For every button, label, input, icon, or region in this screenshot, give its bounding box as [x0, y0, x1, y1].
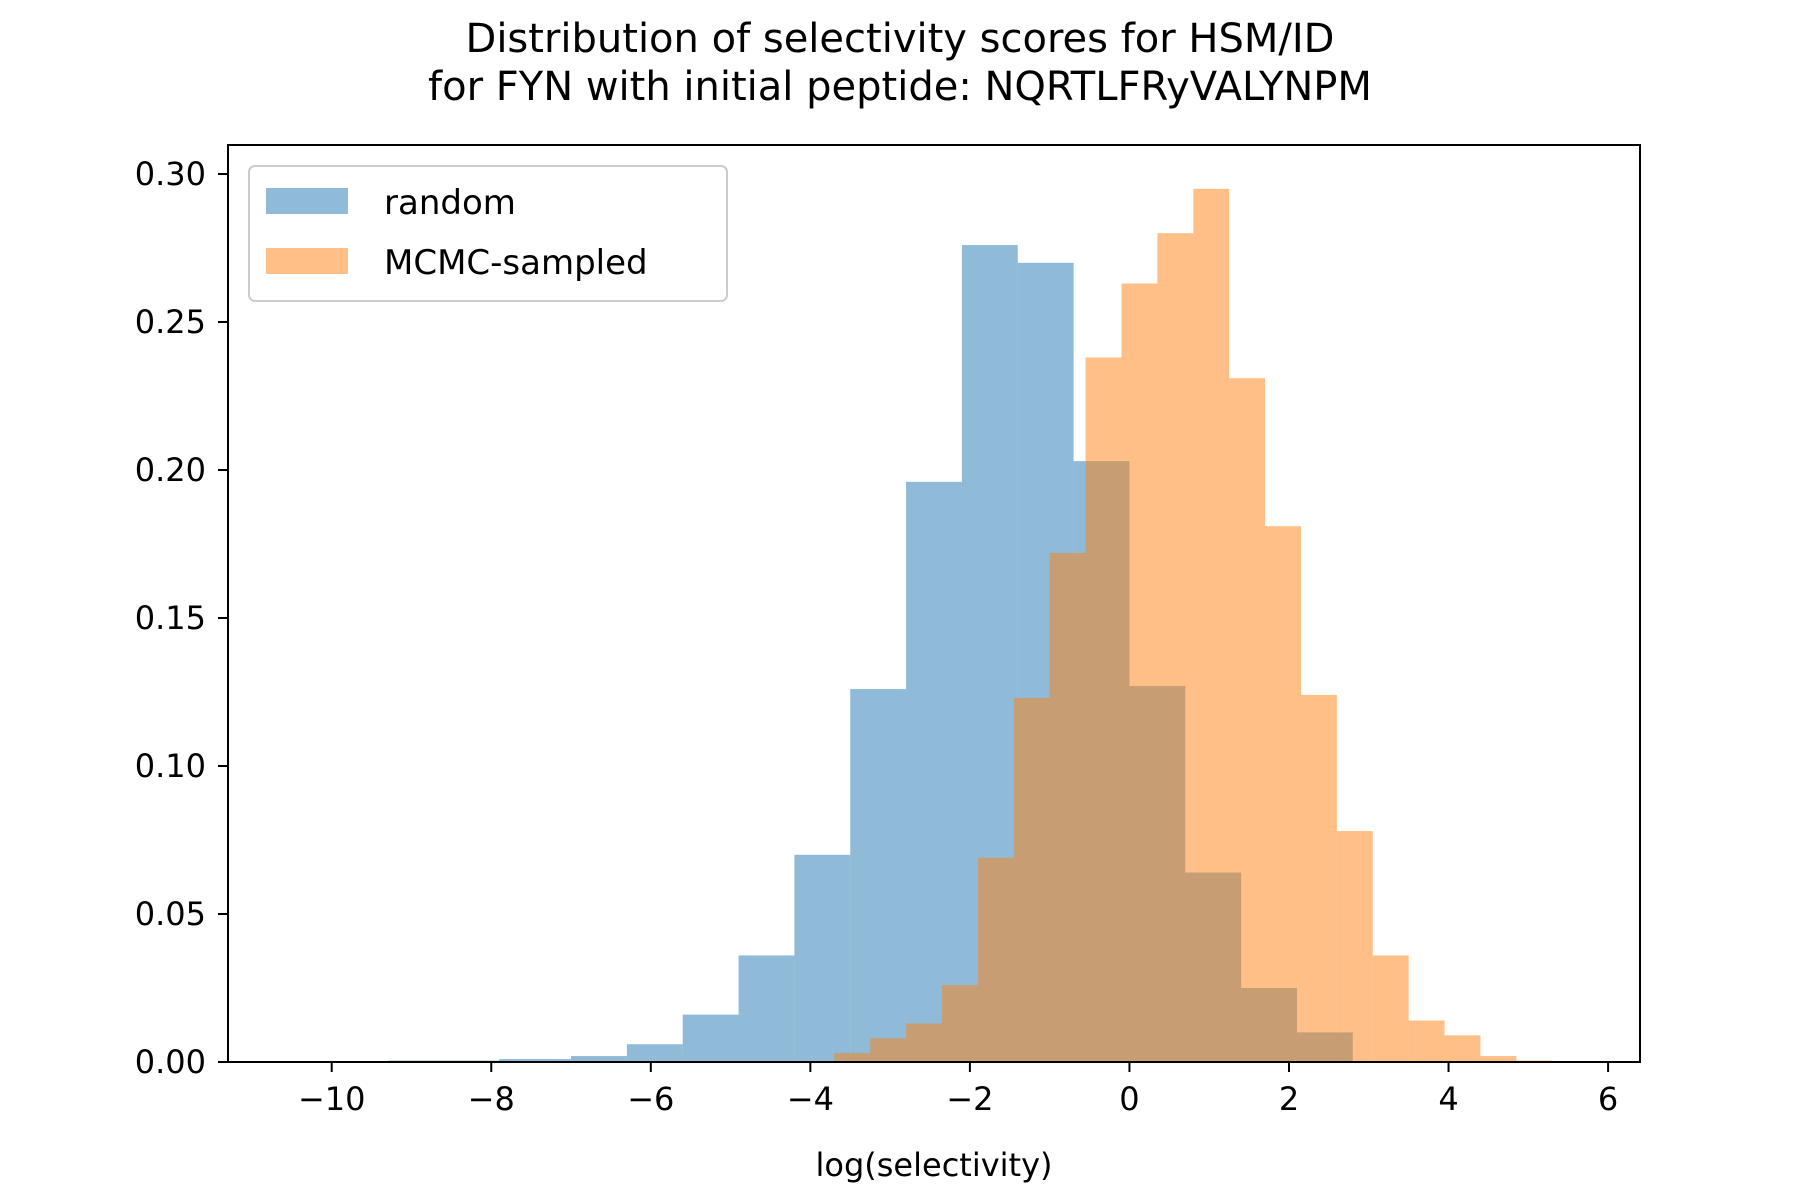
- bar-mcmc-sampled-8: [1121, 283, 1158, 1062]
- y-tick-label: 0.15: [135, 599, 206, 637]
- bar-mcmc-sampled-16: [1408, 1020, 1445, 1062]
- bar-mcmc-sampled-4: [977, 857, 1014, 1062]
- bar-mcmc-sampled-7: [1085, 357, 1122, 1062]
- bar-mcmc-sampled-12: [1265, 526, 1301, 1062]
- bar-random-4: [571, 1056, 627, 1062]
- bar-mcmc-sampled-11: [1229, 378, 1266, 1062]
- bar-mcmc-sampled-15: [1372, 955, 1409, 1062]
- y-tick-label: 0.20: [135, 451, 206, 489]
- chart-title-line-1: Distribution of selectivity scores for H…: [465, 16, 1335, 62]
- bar-random-3: [499, 1059, 572, 1062]
- bar-random-7: [738, 955, 795, 1062]
- bar-mcmc-sampled-9: [1157, 233, 1194, 1062]
- y-tick-label: 0.10: [135, 747, 206, 785]
- bar-mcmc-sampled-14: [1336, 831, 1373, 1062]
- legend-box: [248, 165, 728, 302]
- ticks-layer: −10 −8 −6 −4 −2 0 2 4 6 0.00 0.05 0.10 0.15 0.20 0.25 0…: [135, 155, 1619, 1118]
- bar-random-9: [850, 689, 907, 1062]
- bar-mcmc-sampled-0: [834, 1053, 871, 1062]
- legend-swatch-random: [266, 188, 348, 214]
- bar-mcmc-sampled-13: [1300, 694, 1337, 1062]
- bar-random-5: [626, 1044, 683, 1062]
- bar-random-10: [906, 481, 962, 1063]
- bar-random-6: [682, 1014, 739, 1062]
- x-tick-label: −10: [298, 1080, 366, 1118]
- x-tick-label: −4: [787, 1080, 834, 1118]
- axes-frame: [227, 144, 1641, 1063]
- bar-mcmc-sampled-2: [906, 1023, 942, 1062]
- legend-label-random: random: [384, 183, 516, 223]
- legend-swatch-mcmc-sampled: [266, 248, 348, 274]
- chart-title-line-2: for FYN with initial peptide: NQRTLFRyVA…: [428, 64, 1372, 110]
- bar-mcmc-sampled-18: [1480, 1056, 1517, 1062]
- y-tick-label: 0.00: [135, 1043, 206, 1081]
- x-tick-label: 4: [1438, 1080, 1458, 1118]
- bars-layer: [387, 188, 1553, 1063]
- y-tick-label: 0.05: [135, 895, 206, 933]
- x-tick-label: −2: [946, 1080, 993, 1118]
- bar-mcmc-sampled-6: [1049, 552, 1086, 1062]
- legend: random MCMC-sampled: [248, 165, 728, 302]
- y-tick-label: 0.30: [135, 155, 206, 193]
- x-tick-label: 6: [1598, 1080, 1618, 1118]
- x-tick-label: −8: [468, 1080, 515, 1118]
- bar-mcmc-sampled-5: [1013, 697, 1050, 1062]
- bar-mcmc-sampled-10: [1193, 188, 1230, 1063]
- x-tick-label: 2: [1279, 1080, 1299, 1118]
- x-axis-label: log(selectivity): [815, 1146, 1052, 1184]
- x-tick-label: −6: [627, 1080, 674, 1118]
- bar-random-8: [794, 854, 851, 1062]
- x-tick-label: 0: [1119, 1080, 1139, 1118]
- bar-mcmc-sampled-17: [1444, 1035, 1481, 1062]
- bar-mcmc-sampled-3: [941, 985, 978, 1062]
- bar-mcmc-sampled-1: [870, 1038, 907, 1062]
- y-tick-label: 0.25: [135, 303, 206, 341]
- legend-label-mcmc-sampled: MCMC-sampled: [384, 243, 648, 283]
